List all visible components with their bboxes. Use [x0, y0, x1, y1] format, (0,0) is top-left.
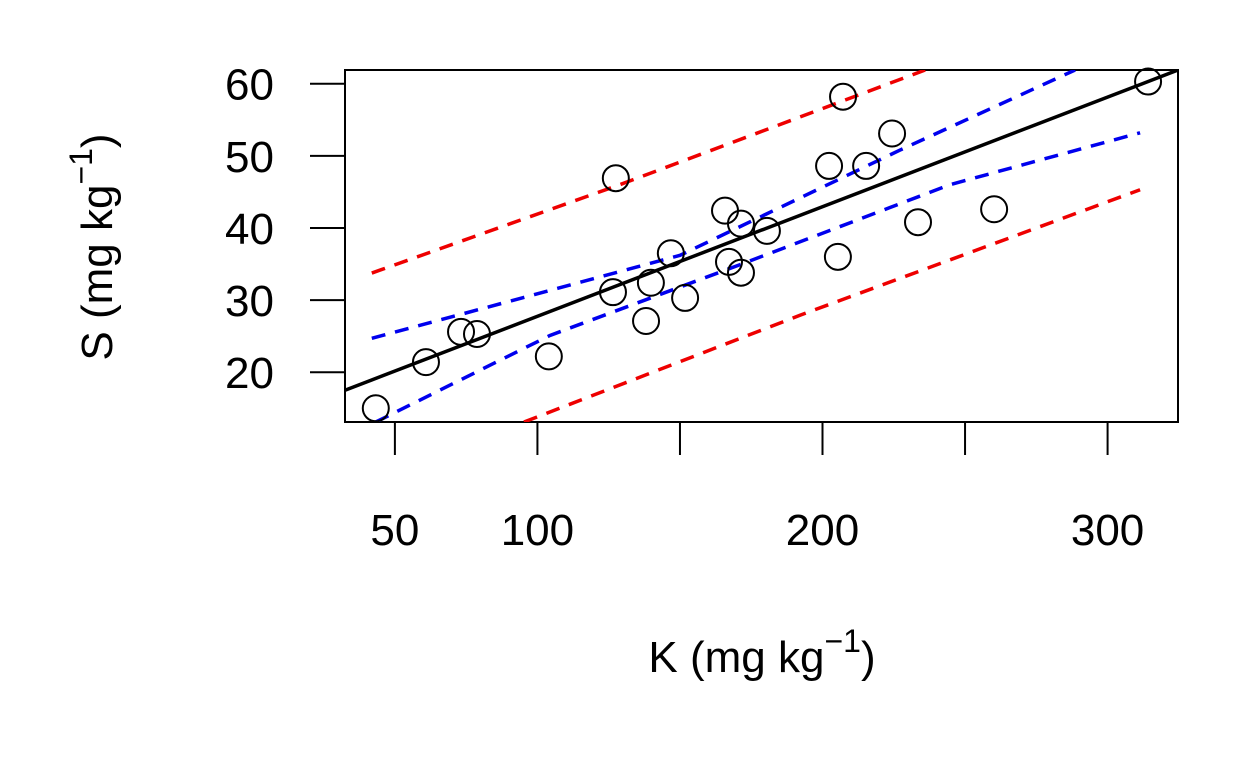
point [656, 239, 685, 268]
y-tick-label: 60 [225, 61, 274, 110]
point [726, 209, 755, 238]
x-tick-label: 50 [370, 506, 419, 555]
point [823, 242, 852, 271]
x-tick-label: 200 [786, 506, 859, 555]
point [752, 216, 781, 245]
x-tick-label: 100 [501, 506, 574, 555]
point [852, 151, 881, 180]
plot-box [344, 69, 1179, 423]
point [711, 196, 740, 225]
point [878, 119, 907, 148]
point [534, 342, 563, 371]
point [598, 278, 627, 307]
point [980, 195, 1009, 224]
y-tick-label: 20 [225, 349, 274, 398]
point [361, 394, 390, 423]
band-line [371, 70, 926, 275]
point [815, 151, 844, 180]
point [411, 348, 440, 377]
point [632, 307, 661, 336]
y-tick-label: 50 [225, 133, 274, 182]
point [904, 208, 933, 237]
y-axis-label: S (mg kg−1) [63, 133, 122, 360]
band-line [371, 70, 1076, 341]
point [829, 82, 858, 111]
band-line [375, 131, 1141, 422]
band-line [523, 188, 1141, 422]
point [462, 320, 491, 348]
x-tick-label: 300 [1071, 506, 1144, 555]
point [671, 283, 700, 312]
point [1134, 67, 1163, 96]
fit-line [345, 70, 1178, 392]
point [636, 268, 665, 297]
point [601, 164, 630, 193]
point [447, 317, 476, 346]
y-tick-label: 30 [225, 277, 274, 326]
point [726, 258, 755, 287]
x-axis-label: K (mg kg−1) [648, 623, 875, 682]
y-tick-label: 40 [225, 205, 274, 254]
